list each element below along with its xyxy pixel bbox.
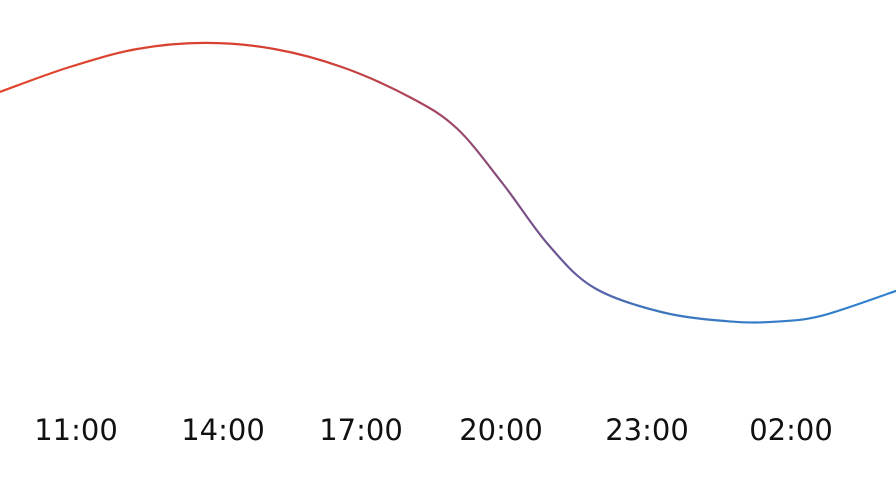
x-tick-label: 02:00 xyxy=(749,413,833,447)
x-tick-label: 23:00 xyxy=(605,413,689,447)
data-points xyxy=(0,41,896,324)
x-tick-label: 17:00 xyxy=(319,413,403,447)
x-tick-label: 20:00 xyxy=(459,413,543,447)
temperature-series-line xyxy=(0,41,896,324)
x-tick-label: 11:00 xyxy=(34,413,118,447)
plot-area xyxy=(0,41,896,324)
x-tick-label: 14:00 xyxy=(181,413,265,447)
x-axis: 11:00 14:00 17:00 20:00 23:00 02:00 xyxy=(34,413,833,447)
